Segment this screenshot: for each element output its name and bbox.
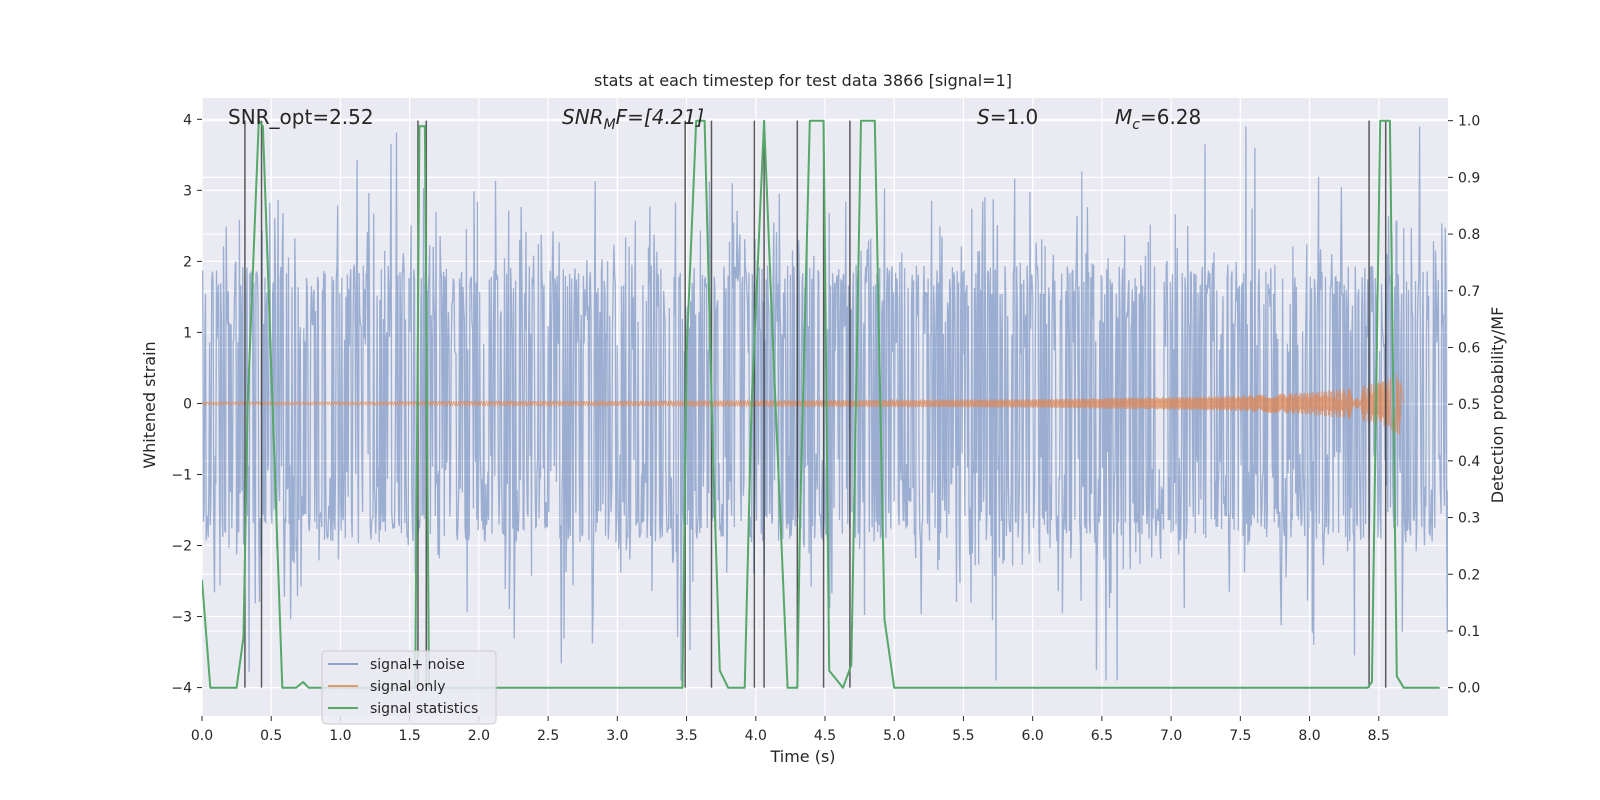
y2-tick-label: 0.9 (1458, 170, 1480, 186)
annotation-snr-mf: SNRMF=[4.21] (562, 105, 704, 133)
signal-statistics-series (202, 119, 1440, 689)
y-tick-label: 2 (183, 254, 192, 270)
y2-tick-label: 0.2 (1458, 567, 1480, 583)
x-tick-label: 5.5 (952, 728, 974, 744)
x-tick-label: 1.5 (399, 728, 421, 744)
y-tick-label: −1 (171, 467, 192, 483)
x-tick-label: 8.0 (1298, 728, 1320, 744)
y-tick-label: 3 (183, 183, 192, 199)
x-tick-label: 2.5 (537, 728, 559, 744)
annotation-snr-mf-sub: M (604, 117, 616, 133)
x-axis-ticks: 0.0 0.5 1.0 1.5 2.0 2.5 3.0 3.5 4.0 4.5 5.0 5.5 6.0 6… (191, 716, 1390, 744)
annotation-mc-rest: =6.28 (1140, 105, 1201, 129)
x-tick-label: 3.5 (675, 728, 697, 744)
y2-tick-label: 1.0 (1458, 114, 1480, 130)
chart-title: stats at each timestep for test data 386… (594, 71, 1012, 90)
x-tick-label: 0.0 (191, 728, 213, 744)
legend-label-signal-noise: signal+ noise (370, 657, 465, 673)
y2-tick-label: 0.4 (1458, 454, 1480, 470)
x-tick-label: 3.0 (606, 728, 628, 744)
x-tick-label: 7.5 (1229, 728, 1251, 744)
annotation-mc: Mc=6.28 (1115, 105, 1201, 133)
x-tick-label: 8.5 (1368, 728, 1390, 744)
y2-tick-label: 0.8 (1458, 227, 1480, 243)
annotation-snr-mf-rest: F=[4.21] (616, 105, 704, 129)
annotation-s: S=1.0 (977, 105, 1038, 129)
y2-tick-label: 0.5 (1458, 397, 1480, 413)
x-tick-label: 7.0 (1160, 728, 1182, 744)
x-tick-label: 6.5 (1091, 728, 1113, 744)
y2-tick-label: 0.0 (1458, 681, 1480, 697)
x-tick-label: 5.0 (883, 728, 905, 744)
y2-tick-label: 0.6 (1458, 340, 1480, 356)
legend-label-signal-statistics: signal statistics (370, 701, 478, 717)
y-axis-ticks: 4 3 2 1 0 −1 −2 −3 −4 (171, 112, 202, 697)
legend-label-signal-only: signal only (370, 679, 445, 695)
y-tick-label: −2 (171, 539, 192, 555)
annotation-s-main: S (977, 105, 990, 129)
y2-axis-label: Detection probability/MF (1488, 307, 1507, 504)
y-tick-label: −3 (171, 610, 192, 626)
y-tick-label: 0 (183, 396, 192, 412)
annotation-snr-opt: SNR_opt=2.52 (228, 105, 374, 129)
x-axis-label: Time (s) (769, 747, 835, 766)
x-tick-label: 2.0 (468, 728, 490, 744)
x-tick-label: 4.5 (814, 728, 836, 744)
x-tick-label: 1.0 (329, 728, 351, 744)
signal-noise-series (202, 126, 1448, 681)
y-tick-label: −4 (171, 681, 192, 697)
y-tick-label: 4 (183, 112, 192, 128)
x-tick-label: 4.0 (745, 728, 767, 744)
annotation-mc-sub: c (1132, 117, 1140, 133)
legend: signal+ noise signal only signal statist… (321, 650, 497, 725)
y2-tick-label: 0.3 (1458, 511, 1480, 527)
y2-axis-ticks: 1.0 0.9 0.8 0.7 0.6 0.5 0.4 0.3 0.2 0.1 0.0 (1448, 114, 1480, 697)
annotation-snr-mf-main: SNR (562, 105, 604, 129)
y-tick-label: 1 (183, 325, 192, 341)
y2-tick-label: 0.7 (1458, 284, 1480, 300)
x-tick-label: 0.5 (260, 728, 282, 744)
annotation-s-rest: =1.0 (990, 105, 1039, 129)
annotation-mc-main: M (1115, 105, 1132, 129)
y-axis-label: Whitened strain (140, 341, 159, 468)
x-tick-label: 6.0 (1022, 728, 1044, 744)
legend-box (321, 650, 497, 725)
y2-tick-label: 0.1 (1458, 624, 1480, 640)
